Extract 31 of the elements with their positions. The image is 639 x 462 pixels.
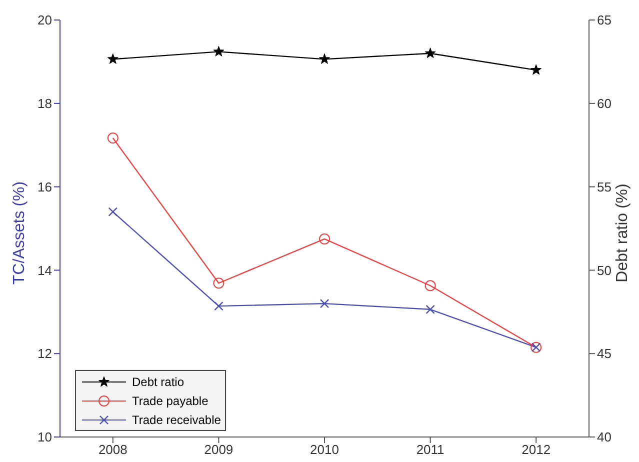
point <box>107 53 118 64</box>
y-tick-label: 20 <box>38 12 52 28</box>
point <box>424 48 436 58</box>
y2-tick-label: 65 <box>597 12 612 28</box>
point <box>213 278 224 289</box>
x-tick-label: 2011 <box>416 442 444 458</box>
y2-tick-label: 40 <box>597 430 612 445</box>
x-tick-label: 2009 <box>204 442 234 458</box>
y2-tick-label: 45 <box>597 346 612 362</box>
point <box>530 64 542 75</box>
point <box>213 46 224 56</box>
y2-tick-label: 55 <box>597 179 612 194</box>
point <box>319 53 330 64</box>
legend-label: Trade receivable <box>132 412 221 426</box>
y-tick-label: 10 <box>38 430 52 445</box>
point <box>319 233 330 244</box>
point <box>424 280 436 292</box>
point <box>107 132 118 144</box>
y2-axis-title: Debt ratio (%) <box>614 184 632 282</box>
y-tick-label: 16 <box>38 179 52 194</box>
y-tick-label: 12 <box>38 346 52 362</box>
legend-label: Trade payable <box>132 394 208 408</box>
y-tick-label: 18 <box>38 96 52 112</box>
x-tick-label: 2008 <box>98 442 128 458</box>
y2-tick-label: 50 <box>597 262 612 278</box>
y-tick-label: 14 <box>38 262 52 278</box>
legend-label: Debt ratio <box>132 374 184 388</box>
x-tick-label: 2012 <box>522 442 551 458</box>
x-tick-label: 2010 <box>310 442 339 458</box>
y-axis-title: TC/Assets (%) <box>11 181 29 285</box>
y2-tick-label: 60 <box>597 96 612 112</box>
